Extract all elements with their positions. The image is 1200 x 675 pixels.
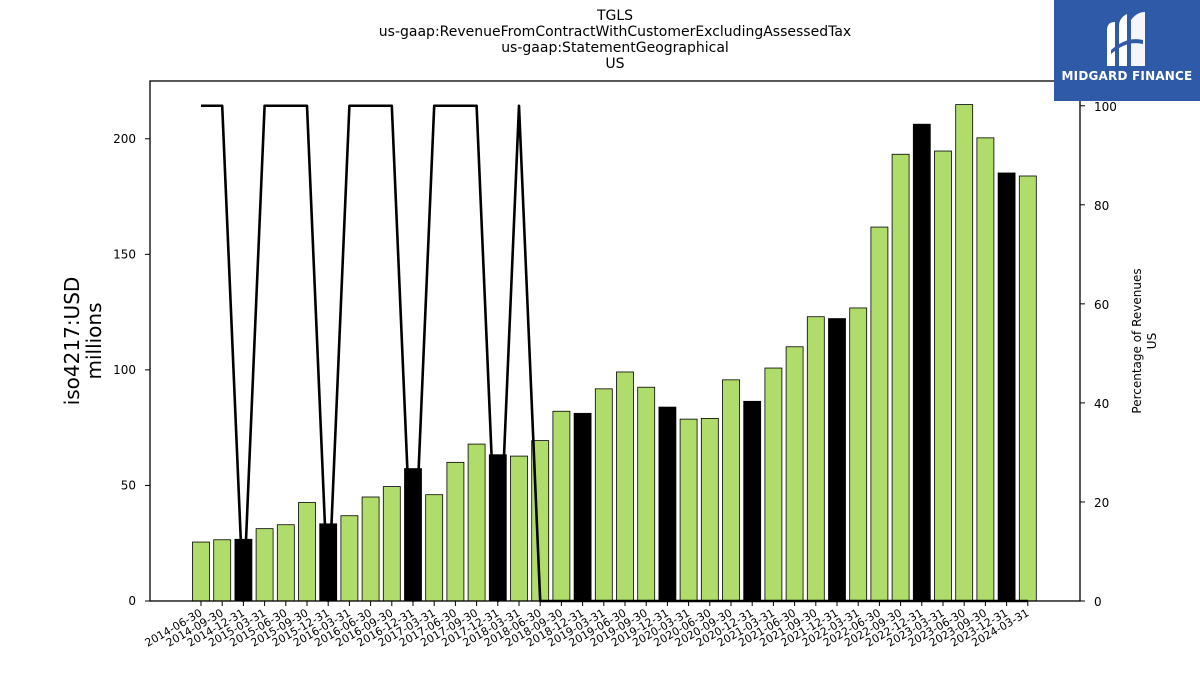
bar xyxy=(467,443,486,602)
y-left-tick-label: 100 xyxy=(113,363,136,377)
bar xyxy=(955,104,974,602)
bar xyxy=(679,418,698,602)
bar xyxy=(361,496,380,602)
bar xyxy=(870,226,889,602)
bar xyxy=(891,153,910,602)
y-axis-right-label-line: US xyxy=(1145,333,1159,349)
bar xyxy=(764,367,783,602)
bar xyxy=(743,400,762,602)
y-left-tick-label: 0 xyxy=(128,594,136,608)
bar xyxy=(552,410,571,602)
bar xyxy=(658,406,677,602)
bar xyxy=(340,515,359,602)
bar xyxy=(637,386,656,602)
bar xyxy=(192,541,210,602)
y-right-tick-label: 100 xyxy=(1094,100,1117,114)
bar xyxy=(510,455,528,602)
y-axis-left-label-line: millions xyxy=(82,302,106,379)
y-right-tick-label: 80 xyxy=(1094,199,1109,213)
bar xyxy=(849,307,868,602)
bars xyxy=(192,104,1037,602)
bar xyxy=(616,371,634,602)
bar xyxy=(934,150,952,602)
bar xyxy=(213,539,232,602)
logo-mark-icon xyxy=(1107,12,1145,66)
bar xyxy=(594,388,613,602)
bar xyxy=(700,418,719,602)
chart-title-line: TGLS xyxy=(596,8,633,24)
chart-title: TGLSus-gaap:RevenueFromContractWithCusto… xyxy=(379,8,851,72)
y-right-tick-label: 20 xyxy=(1094,496,1109,510)
logo-text: MIDGARD FINANCE xyxy=(1061,69,1193,83)
bar xyxy=(382,486,401,602)
bar xyxy=(828,318,846,602)
bar xyxy=(976,137,995,602)
bar xyxy=(255,528,274,602)
chart-title-line: US xyxy=(605,56,624,72)
bar xyxy=(1018,175,1037,602)
bar xyxy=(722,379,740,602)
y-axis-right-label-line: Percentage of Revenues xyxy=(1130,268,1144,413)
axes xyxy=(149,80,1081,602)
bar xyxy=(997,172,1016,602)
y-right-tick-label: 60 xyxy=(1094,298,1109,312)
y-axis-right-ticks: 0 20 40 60 80 100 xyxy=(1080,100,1117,609)
plot-frame xyxy=(149,80,1081,602)
bar xyxy=(806,316,825,602)
chart-title-line: us-gaap:StatementGeographical xyxy=(501,40,729,56)
y-axis-right-label: Percentage of Revenues US xyxy=(1130,268,1159,413)
bar xyxy=(573,412,592,602)
bar xyxy=(912,123,931,602)
y-left-tick-label: 50 xyxy=(121,478,136,492)
chart-title-line: us-gaap:RevenueFromContractWithCustomerE… xyxy=(379,24,851,40)
bar xyxy=(276,524,295,602)
y-right-tick-label: 40 xyxy=(1094,397,1109,411)
y-left-tick-label: 200 xyxy=(113,132,136,146)
y-axis-left-label-line: iso4217:USD xyxy=(60,277,84,406)
bar xyxy=(785,346,804,602)
bar xyxy=(446,461,465,602)
y-left-tick-label: 150 xyxy=(113,247,136,261)
bar xyxy=(425,494,444,602)
logo: MIDGARD FINANCE xyxy=(1054,0,1200,101)
x-axis-ticks: 2014-06-302014-09-302014-12-312015-03-31… xyxy=(143,601,1031,650)
y-axis-left-ticks: 0 50 100 150 200 xyxy=(113,132,150,608)
bar xyxy=(298,502,316,602)
y-right-tick-label: 0 xyxy=(1094,595,1102,609)
